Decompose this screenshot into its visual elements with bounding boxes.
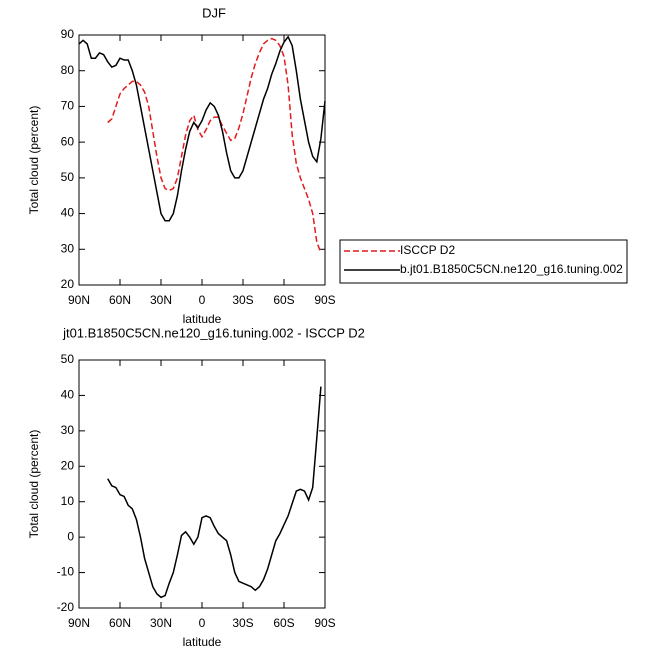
y-tick-label: 90	[61, 27, 75, 41]
y-tick-label: 50	[61, 170, 75, 184]
x-tick-label: 30N	[150, 293, 172, 307]
x-tick-label: 0	[199, 616, 206, 630]
x-tick-label: 0	[199, 293, 206, 307]
chart-title: DJF	[202, 5, 226, 20]
data-line	[78, 35, 326, 222]
legend-box	[339, 239, 628, 284]
plot-frame	[78, 359, 326, 609]
y-tick-label: 80	[61, 63, 75, 77]
y-axis-label: Total cloud (percent)	[27, 106, 41, 215]
y-tick-label: -10	[57, 565, 75, 579]
y-axis-label: Total cloud (percent)	[27, 430, 41, 539]
x-tick-label: 90N	[68, 616, 90, 630]
x-tick-label: 60S	[273, 293, 294, 307]
x-tick-label: 30S	[232, 616, 253, 630]
x-tick-label: 30N	[150, 616, 172, 630]
y-tick-label: 30	[61, 423, 75, 437]
legend-label: b.jt01.B1850C5CN.ne120_g16.tuning.002	[400, 262, 623, 276]
x-tick-label: 90S	[314, 293, 335, 307]
y-tick-label: -20	[57, 600, 75, 614]
y-tick-label: 20	[61, 277, 75, 291]
y-tick-label: 60	[61, 134, 75, 148]
y-tick-label: 20	[61, 458, 75, 472]
x-tick-label: 60N	[109, 293, 131, 307]
x-tick-label: 90N	[68, 293, 90, 307]
y-tick-label: 40	[61, 206, 75, 220]
y-tick-label: 30	[61, 241, 75, 255]
x-tick-label: 90S	[314, 616, 335, 630]
y-tick-label: 70	[61, 99, 75, 113]
y-tick-label: 10	[61, 494, 75, 508]
y-tick-label: 0	[67, 529, 74, 543]
x-tick-label: 30S	[232, 293, 253, 307]
plot-frame	[78, 34, 326, 286]
x-tick-label: 60N	[109, 616, 131, 630]
legend-label: ISCCP D2	[400, 243, 455, 257]
y-tick-label: 40	[61, 388, 75, 402]
data-line	[107, 37, 322, 254]
x-tick-label: 60S	[273, 616, 294, 630]
x-axis-label: latitude	[183, 312, 222, 326]
chart-title: jt01.B1850C5CN.ne120_g16.tuning.002 - IS…	[62, 325, 365, 340]
data-line	[107, 386, 322, 599]
y-tick-label: 50	[61, 352, 75, 366]
x-axis-label: latitude	[183, 635, 222, 649]
